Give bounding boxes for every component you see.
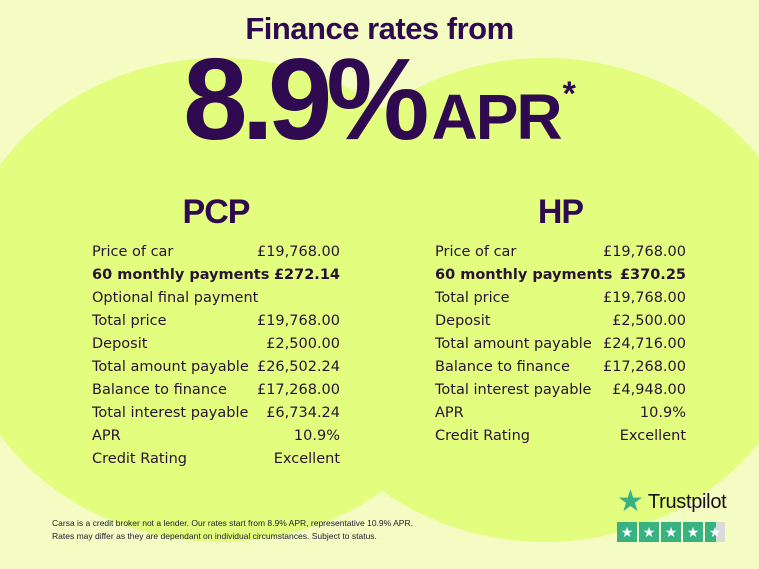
row-label: Total amount payable	[435, 336, 592, 352]
row-label: APR	[435, 405, 464, 421]
finance-row: 60 monthly payments £272.14	[92, 264, 340, 287]
trustpilot-wordmark: Trustpilot	[647, 490, 727, 513]
row-value: £4,948.00	[612, 382, 686, 398]
row-label: Balance to finance	[92, 382, 227, 398]
row-value: 10.9%	[639, 405, 686, 421]
finance-row: Price of car £19,768.00	[92, 241, 340, 264]
row-value: £17,268.00	[256, 382, 340, 398]
pcp-heading: PCP	[182, 193, 251, 231]
row-label: Price of car	[92, 244, 174, 260]
trustpilot-logo: ★ Trustpilot	[617, 485, 727, 518]
row-label: Credit Rating	[435, 428, 530, 444]
row-value: £19,768.00	[602, 290, 686, 306]
row-value: £272.14	[273, 267, 340, 283]
finance-row: Credit Rating Excellent	[92, 448, 340, 471]
finance-row: Deposit £2,500.00	[435, 310, 686, 333]
row-label: Optional final payment	[92, 290, 259, 306]
star-icon: ★	[620, 524, 634, 540]
background-blob-right	[280, 58, 759, 542]
trustpilot-rating-stars: ★ ★ ★ ★ ★	[617, 522, 726, 542]
rating-star-box: ★	[639, 522, 659, 542]
row-label: Total price	[435, 290, 510, 306]
hp-column: HP Price of car £19,768.00 60 monthly paym…	[435, 192, 686, 448]
star-icon: ★	[708, 524, 722, 540]
finance-row: Total amount payable £26,502.24	[92, 356, 340, 379]
row-label: Price of car	[435, 244, 517, 260]
row-label: Total amount payable	[92, 359, 249, 375]
disclaimer: Carsa is a credit broker not a lender. O…	[52, 517, 413, 543]
page-title: Finance rates from	[245, 11, 514, 46]
finance-row: Total price £19,768.00	[435, 287, 686, 310]
rate-display: 8.9% APR *	[0, 41, 759, 157]
rating-star-box: ★	[705, 522, 725, 542]
finance-row: 60 monthly payments £370.25	[435, 264, 686, 287]
row-value: 10.9%	[293, 428, 340, 444]
row-label: Total interest payable	[435, 382, 592, 398]
row-value: £26,502.24	[256, 359, 340, 375]
row-value: £24,716.00	[602, 336, 686, 352]
finance-row: APR 10.9%	[92, 425, 340, 448]
disclaimer-line-2: Rates may differ as they are dependant o…	[52, 531, 377, 541]
row-label: 60 monthly payments	[92, 267, 270, 283]
finance-row: Optional final payment	[92, 287, 340, 310]
disclaimer-line-1: Carsa is a credit broker not a lender. O…	[52, 518, 413, 528]
finance-row: Total interest payable £4,948.00	[435, 379, 686, 402]
finance-row: Deposit £2,500.00	[92, 333, 340, 356]
rate-asterisk: *	[562, 75, 576, 113]
finance-row: Price of car £19,768.00	[435, 241, 686, 264]
trustpilot-widget: ★ Trustpilot ★ ★ ★ ★ ★	[617, 485, 727, 542]
rating-star-box: ★	[661, 522, 681, 542]
row-label: Deposit	[435, 313, 491, 329]
finance-row: Total price £19,768.00	[92, 310, 340, 333]
row-label: Deposit	[92, 336, 148, 352]
row-label: Credit Rating	[92, 451, 187, 467]
row-value: £370.25	[619, 267, 686, 283]
star-icon: ★	[664, 524, 678, 540]
trustpilot-star-icon: ★	[617, 485, 644, 518]
star-icon: ★	[642, 524, 656, 540]
row-value: £6,734.24	[266, 405, 340, 421]
pcp-column: PCP Price of car £19,768.00 60 monthly pay…	[92, 192, 340, 471]
rate-suffix: APR	[431, 81, 563, 153]
rating-star-box: ★	[683, 522, 703, 542]
row-label: Total interest payable	[92, 405, 249, 421]
finance-row: Balance to finance £17,268.00	[435, 356, 686, 379]
finance-row: Total amount payable £24,716.00	[435, 333, 686, 356]
finance-row: Credit Rating Excellent	[435, 425, 686, 448]
row-value: £2,500.00	[266, 336, 340, 352]
finance-row: Total interest payable £6,734.24	[92, 402, 340, 425]
hp-table: Price of car £19,768.00 60 monthly payment…	[435, 241, 686, 448]
finance-row: APR 10.9%	[435, 402, 686, 425]
row-label: 60 monthly payments	[435, 267, 613, 283]
row-value: £17,268.00	[602, 359, 686, 375]
row-label: APR	[92, 428, 121, 444]
row-value: £2,500.00	[612, 313, 686, 329]
pcp-table: Price of car £19,768.00 60 monthly payment…	[92, 241, 340, 471]
row-value: £19,768.00	[256, 313, 340, 329]
finance-row: Balance to finance £17,268.00	[92, 379, 340, 402]
rate-value: 8.9%	[183, 34, 429, 164]
row-value: £19,768.00	[256, 244, 340, 260]
rating-star-box: ★	[617, 522, 637, 542]
hp-heading: HP	[537, 193, 584, 231]
row-value: Excellent	[273, 451, 340, 467]
row-value: £19,768.00	[602, 244, 686, 260]
star-icon: ★	[686, 524, 700, 540]
row-value: Excellent	[619, 428, 686, 444]
row-label: Total price	[92, 313, 167, 329]
row-label: Balance to finance	[435, 359, 570, 375]
